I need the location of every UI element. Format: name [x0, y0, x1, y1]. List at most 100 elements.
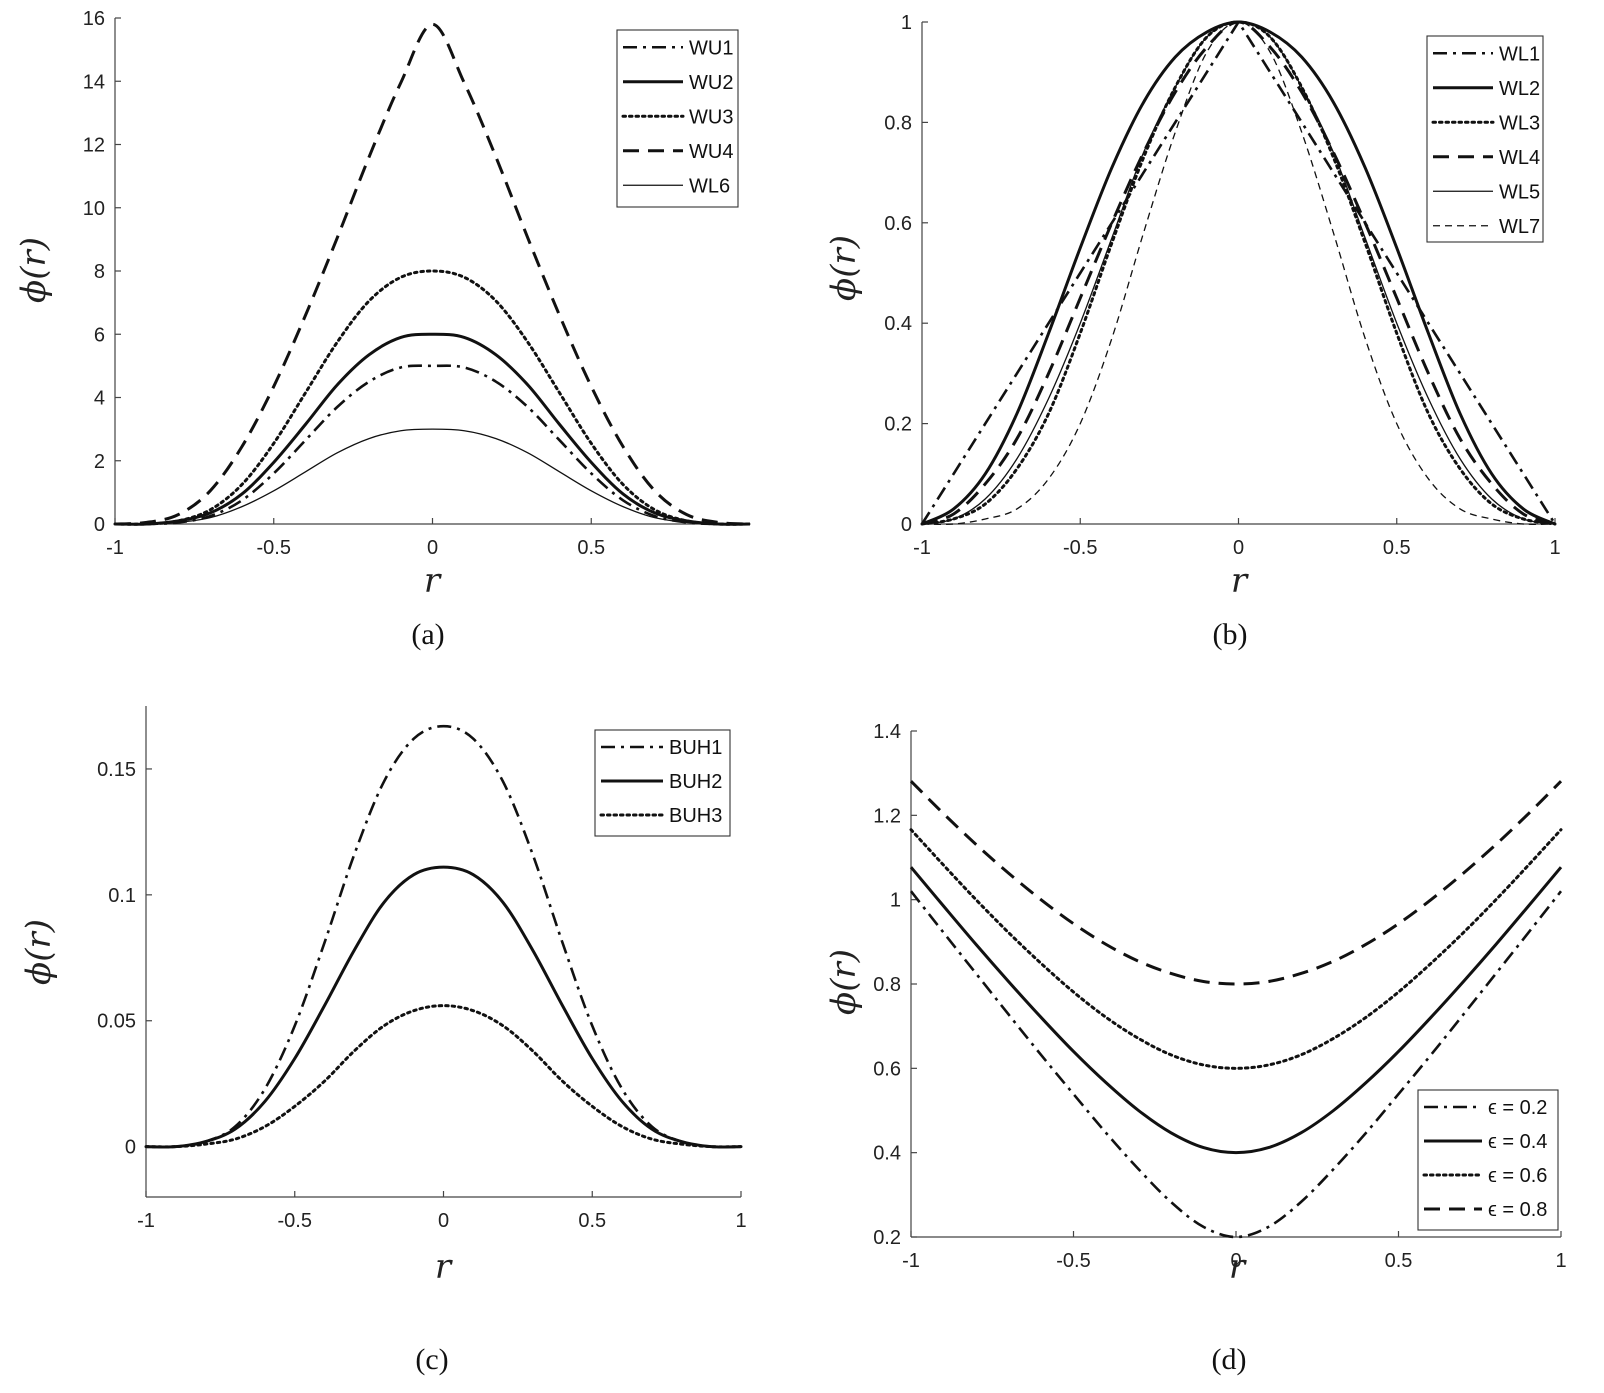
y-tick-label: 16 — [83, 8, 105, 30]
chart-panel-a: 0 2 4 6 8 10 12 14 16 -1 -0.5 0 0.5 WU1 WU2 WU3 WU4 WL6 ϕ(… — [14, 8, 752, 651]
x-axis-label: r — [1231, 561, 1249, 601]
legend-box — [616, 29, 739, 208]
legend-label: BUH2 — [669, 771, 722, 793]
x-tick-label: 0 — [427, 537, 438, 559]
legend-label: WL7 — [1499, 216, 1540, 238]
y-tick-label: 0.4 — [873, 1143, 901, 1165]
chart-panel-d: 0.20.40.60.811.21.4-1 -0.5 0 0.5 1ϵ = 0.2ϵ =… — [824, 721, 1567, 1376]
series-line-wu2 — [114, 332, 751, 526]
y-tick-label: 0.4 — [884, 313, 912, 335]
legend-box — [1426, 35, 1544, 243]
legend-label: WL2 — [1499, 78, 1540, 100]
series-line-buh3 — [144, 1004, 743, 1149]
y-tick-label: 1.4 — [873, 721, 901, 743]
legend-label: ϵ = 0.4 — [1488, 1131, 1547, 1153]
x-tick-label: -1 — [106, 537, 124, 559]
y-tick-label: 2 — [94, 451, 105, 473]
series-line-0-2 — [909, 890, 1563, 1239]
x-tick-label: 0.5 — [578, 1210, 606, 1232]
y-tick-label: 0.1 — [108, 885, 136, 907]
legend-label: WU3 — [689, 106, 733, 128]
series-line-0-8 — [909, 780, 1563, 986]
y-axis-label: ϕ(r) — [824, 235, 864, 301]
x-tick-label: -0.5 — [278, 1210, 312, 1232]
y-axis-label: ϕ(r) — [824, 949, 864, 1015]
y-axis-label: ϕ(r) — [14, 237, 54, 303]
chart-panel-b: 0 0.2 0.4 0.6 0.8 1 -1 -0.5 0 0.5 1 WL1 WL2 WL3 WL4 WL5… — [824, 12, 1561, 651]
legend-label: WL6 — [689, 175, 730, 197]
x-axis-label: r — [435, 1247, 453, 1287]
y-tick-label: 0.6 — [884, 213, 912, 235]
series-line-wu4 — [114, 22, 751, 526]
legend-label: BUH3 — [669, 805, 722, 827]
series-line-0-4 — [909, 866, 1563, 1155]
x-axis-label: r — [1229, 1247, 1247, 1287]
x-tick-label: 1 — [1555, 1250, 1566, 1272]
legend: WL1 WL2 WL3 WL4 WL5 WL7 — [1426, 35, 1544, 243]
legend: WU1 WU2 WU3 WU4 WL6 — [616, 29, 739, 208]
y-tick-label: 4 — [94, 388, 105, 410]
series-line-wu3 — [113, 269, 752, 526]
legend-label: ϵ = 0.6 — [1488, 1165, 1547, 1187]
y-tick-label: 1.2 — [873, 805, 901, 827]
x-tick-label: 0 — [1233, 537, 1244, 559]
series-line-wl7 — [921, 21, 1556, 526]
legend: BUH1 BUH2 BUH3 — [594, 729, 731, 837]
legend-label: BUH1 — [669, 737, 722, 759]
x-tick-label: 0 — [1230, 1250, 1241, 1272]
y-tick-label: 0 — [901, 514, 912, 536]
y-axis-label: ϕ(r) — [19, 919, 59, 985]
panel-caption: (a) — [411, 618, 444, 651]
x-tick-label: 0.5 — [1385, 1250, 1413, 1272]
series-line-wu1 — [114, 364, 751, 526]
y-tick-label: 0.6 — [873, 1058, 901, 1080]
legend: ϵ = 0.2 ϵ = 0.4 ϵ = 0.6 ϵ = 0.8 — [1417, 1089, 1559, 1231]
y-tick-label: 8 — [94, 261, 105, 283]
legend-label: ϵ = 0.8 — [1488, 1199, 1547, 1221]
x-tick-label: -0.5 — [257, 537, 291, 559]
y-tick-label: 6 — [94, 324, 105, 346]
y-tick-label: 1 — [890, 890, 901, 912]
x-tick-label: -1 — [902, 1250, 920, 1272]
x-tick-label: -0.5 — [1063, 537, 1097, 559]
legend-label: WU1 — [689, 37, 733, 59]
y-tick-label: 0.15 — [97, 759, 136, 781]
y-tick-label: 0.2 — [873, 1227, 901, 1249]
chart-panel-c: 0 0.05 0.1 0.15 -1 -0.5 0 0.5 1 BUH1 BUH2 BUH3 ϕ(r) r… — [19, 706, 747, 1376]
y-tick-label: 12 — [83, 135, 105, 157]
x-tick-label: -1 — [137, 1210, 155, 1232]
panel-caption: (d) — [1212, 1343, 1247, 1376]
series-line-buh2 — [145, 865, 742, 1149]
series-line-0-6 — [909, 828, 1563, 1070]
legend-label: WL1 — [1499, 43, 1540, 65]
x-tick-label: 1 — [735, 1210, 746, 1232]
y-tick-label: 0.2 — [884, 414, 912, 436]
y-tick-label: 0 — [94, 514, 105, 536]
series-line-wl6 — [114, 428, 751, 525]
x-tick-label: -1 — [913, 537, 931, 559]
series-line-buh1 — [145, 724, 742, 1149]
x-axis-label: r — [424, 561, 442, 601]
legend-label: ϵ = 0.2 — [1488, 1097, 1547, 1119]
x-tick-label: 1 — [1549, 537, 1560, 559]
y-tick-label: 1 — [901, 12, 912, 34]
x-tick-label: 0 — [438, 1210, 449, 1232]
y-tick-label: 0.05 — [97, 1011, 136, 1033]
y-tick-label: 0.8 — [873, 974, 901, 996]
legend-label: WL3 — [1499, 112, 1540, 134]
legend-label: WU4 — [689, 141, 733, 163]
x-tick-label: 0.5 — [577, 537, 605, 559]
series-line-wl5 — [921, 21, 1556, 525]
y-tick-label: 0 — [125, 1137, 136, 1159]
panel-caption: (c) — [415, 1343, 448, 1376]
legend-label: WL5 — [1499, 181, 1540, 203]
y-tick-label: 14 — [83, 71, 105, 93]
x-tick-label: 0.5 — [1383, 537, 1411, 559]
y-tick-label: 0.8 — [884, 112, 912, 134]
legend-box — [1417, 1089, 1559, 1231]
legend-label: WU2 — [689, 72, 733, 94]
y-tick-label: 10 — [83, 198, 105, 220]
panel-caption: (b) — [1213, 618, 1248, 651]
legend-label: WL4 — [1499, 147, 1540, 169]
